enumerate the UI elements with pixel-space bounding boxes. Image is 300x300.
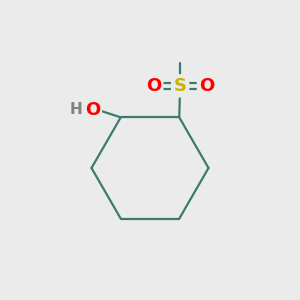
Text: O: O	[199, 77, 214, 95]
Text: H: H	[69, 102, 82, 117]
Text: O: O	[85, 101, 100, 119]
Text: O: O	[146, 77, 161, 95]
Text: S: S	[174, 77, 187, 95]
